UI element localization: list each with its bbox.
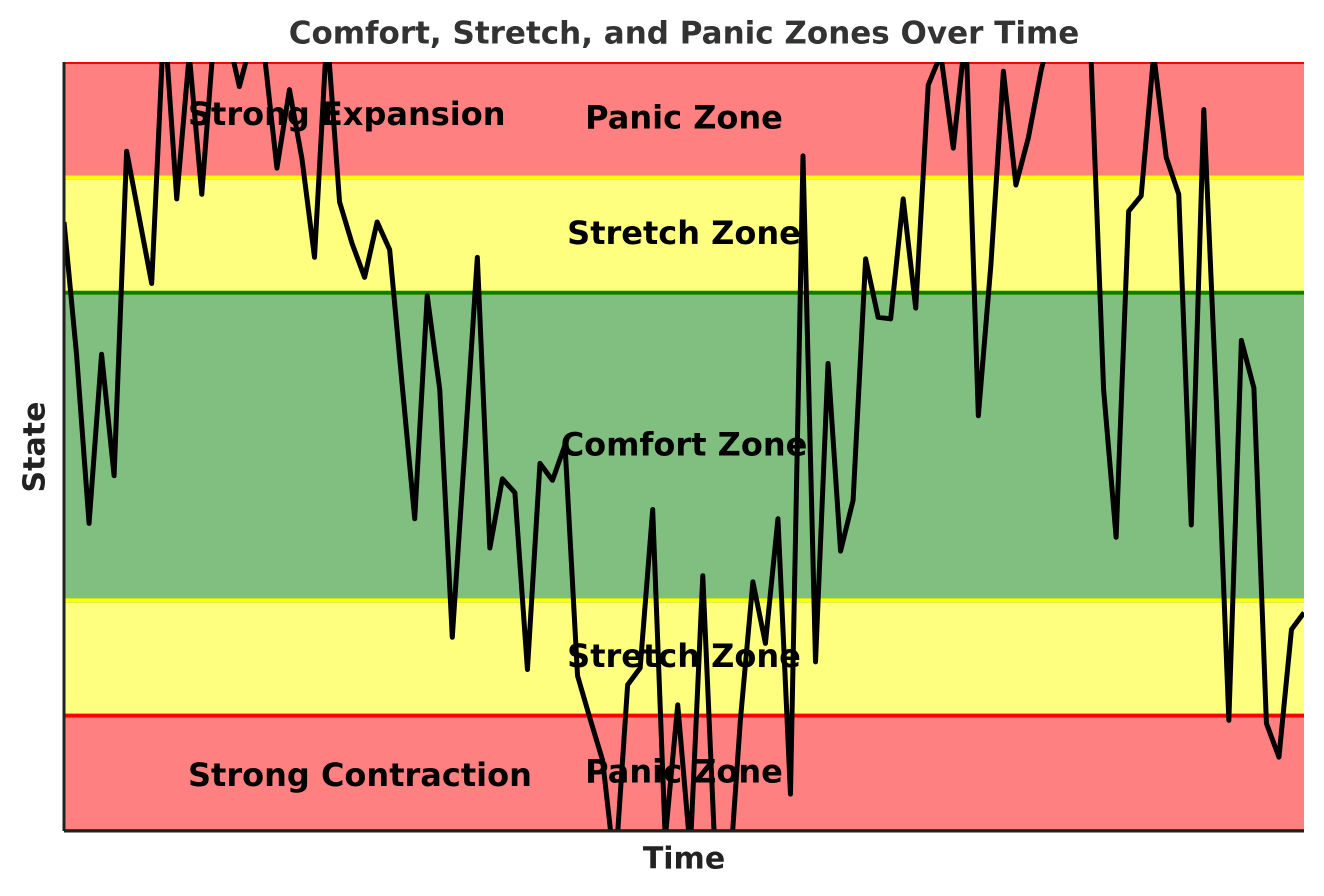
zone-label: Comfort Zone [561,426,808,464]
zone-label: Stretch Zone [567,637,801,675]
zone-band [64,600,1304,716]
line-series [64,62,1304,831]
annotation: Strong Expansion [188,95,506,133]
annotation: Strong Contraction [188,756,532,794]
y-axis-label: State [18,402,53,493]
plot-area [64,62,1304,831]
zone-label: Stretch Zone [567,214,801,252]
chart-title: Comfort, Stretch, and Panic Zones Over T… [289,16,1080,52]
zone-label: Panic Zone [585,99,783,137]
zone-label: Panic Zone [585,752,783,790]
zone-band [64,292,1304,601]
x-axis-label: Time [643,842,725,877]
